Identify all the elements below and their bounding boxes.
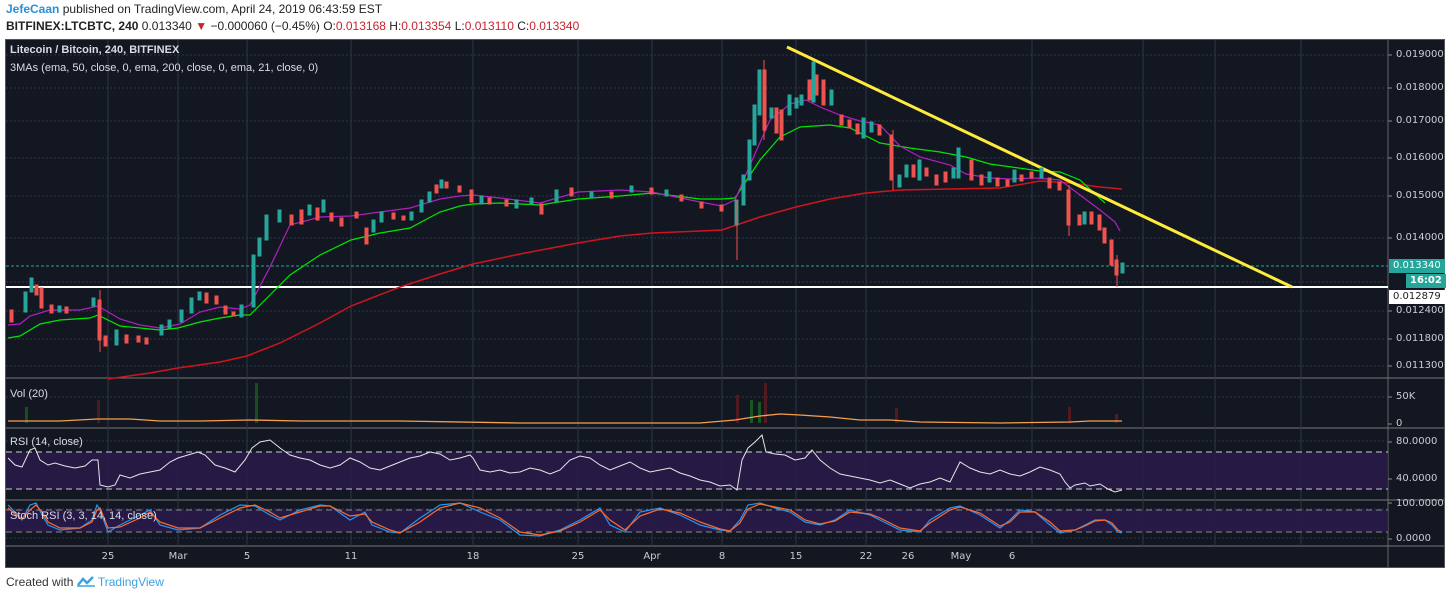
rsi-axis-label: 40.0000 [1396, 473, 1438, 484]
price-axis-label: 0.014000 [1396, 232, 1444, 243]
time-axis-label: 15 [789, 551, 803, 562]
symbol-label: BITFINEX:LTCBTC, 240 [6, 19, 139, 33]
last-price: 0.013340 [141, 19, 192, 33]
time-axis-label: Apr [643, 551, 661, 562]
candles [9, 60, 1125, 352]
time-axis-label: 6 [1008, 551, 1016, 562]
price-axis-label: 0.011800 [1396, 333, 1444, 344]
time-axis-label: 5 [243, 551, 251, 562]
close-value: 0.013340 [529, 19, 580, 33]
countdown-tag: 16:02 [1406, 274, 1446, 288]
time-axis-label: May [950, 551, 972, 562]
descending-trendline [786, 45, 1293, 289]
footer: Created with TradingView [6, 575, 164, 589]
volume-bars [25, 383, 1118, 423]
ema21-line [7, 99, 1121, 329]
open-label: O: [323, 19, 336, 33]
ema50-line [7, 124, 1106, 339]
time-axis-label: 25 [571, 551, 585, 562]
stoch-axis-label: 100.0000 [1396, 498, 1444, 509]
volume-axis-label: 0 [1396, 418, 1403, 429]
open-value: 0.013168 [335, 19, 386, 33]
rsi-band [6, 452, 1388, 489]
created-with-text: Created with [6, 575, 74, 589]
time-axis-label: 26 [901, 551, 915, 562]
rsi-axis-label: 80.0000 [1396, 436, 1438, 447]
high-value: 0.013354 [401, 19, 452, 33]
ema200-line [107, 180, 1123, 380]
time-axis-label: Mar [168, 551, 188, 562]
volume-ma-line [8, 413, 1122, 424]
low-label: L: [454, 19, 465, 33]
author-link[interactable]: JefeCaan [6, 2, 60, 16]
price-axis-label: 0.012400 [1396, 305, 1444, 316]
price-axis-label: 0.015000 [1396, 190, 1444, 201]
time-axis-label: 11 [344, 551, 358, 562]
high-label: H: [389, 19, 402, 33]
rsi-label[interactable]: RSI (14, close) [10, 436, 83, 448]
down-arrow-icon: ▼ [195, 19, 208, 33]
time-axis-label: 25 [101, 551, 115, 562]
volume-axis-label: 50K [1396, 391, 1416, 402]
ma-indicator-legend[interactable]: 3MAs (ema, 50, close, 0, ema, 200, close… [10, 62, 319, 74]
time-axis-label: 8 [718, 551, 726, 562]
tradingview-brand-link[interactable]: TradingView [97, 575, 164, 589]
stoch-k-line [7, 502, 1123, 537]
publish-info: JefeCaan published on TradingView.com, A… [6, 2, 382, 16]
chart-title: Litecoin / Bitcoin, 240, BITFINEX [10, 44, 180, 56]
price-axis-label: 0.011300 [1396, 360, 1444, 371]
tradingview-logo-icon [76, 576, 95, 587]
price-axis-label: 0.019000 [1396, 49, 1444, 60]
price-axis-label: 0.016000 [1396, 152, 1444, 163]
stoch-d-line [7, 502, 1123, 536]
price-change: −0.000060 (−0.45%) [210, 19, 320, 33]
volume-label[interactable]: Vol (20) [10, 388, 48, 400]
published-text: published on TradingView.com, April 24, … [62, 2, 383, 16]
time-axis-label: 22 [859, 551, 873, 562]
horizontal-line-tag: 0.012879 [1389, 290, 1445, 304]
stoch-rsi-label[interactable]: Stoch RSI (3, 3, 14, 14, close) [10, 510, 157, 522]
low-value: 0.013110 [464, 19, 514, 33]
close-label: C: [517, 19, 530, 33]
current-price-tag: 0.013340 [1389, 259, 1445, 273]
symbol-info: BITFINEX:LTCBTC, 240 0.013340 ▼ −0.00006… [6, 19, 579, 33]
stoch-axis-label: 0.0000 [1396, 533, 1431, 544]
price-axis-label: 0.017000 [1396, 115, 1444, 126]
price-axis-label: 0.018000 [1396, 82, 1444, 93]
rsi-line [7, 434, 1123, 493]
time-axis-label: 18 [466, 551, 480, 562]
